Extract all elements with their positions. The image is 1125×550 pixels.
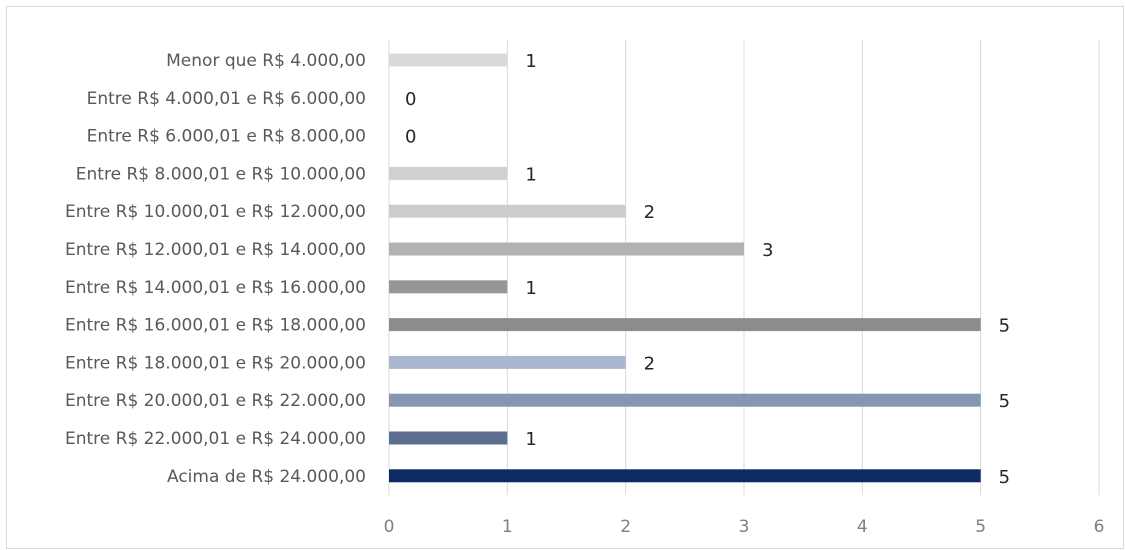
bar xyxy=(389,242,744,256)
data-label: 1 xyxy=(525,278,536,299)
x-tick-label: 0 xyxy=(384,517,395,537)
x-tick-label: 3 xyxy=(739,517,750,537)
bar xyxy=(389,393,981,407)
bars xyxy=(389,53,981,483)
category-label: Entre R$ 20.000,01 e R$ 22.000,00 xyxy=(65,391,366,411)
category-label: Entre R$ 10.000,01 e R$ 12.000,00 xyxy=(65,202,366,222)
x-axis-tick-labels: 0 1 2 3 4 5 6 xyxy=(384,517,1105,537)
category-label: Acima de R$ 24.000,00 xyxy=(167,467,366,487)
data-label: 0 xyxy=(405,89,416,110)
data-label: 5 xyxy=(999,391,1010,412)
category-label: Entre R$ 18.000,01 e R$ 20.000,00 xyxy=(65,353,366,373)
x-tick-label: 4 xyxy=(857,517,868,537)
bar xyxy=(389,166,508,180)
data-label: 3 xyxy=(762,240,773,261)
data-label: 5 xyxy=(999,467,1010,488)
data-label: 5 xyxy=(999,316,1010,337)
category-label: Menor que R$ 4.000,00 xyxy=(166,51,366,71)
category-label: Entre R$ 22.000,01 e R$ 24.000,00 xyxy=(65,429,366,449)
x-tick-label: 1 xyxy=(502,517,513,537)
data-label: 2 xyxy=(644,202,655,223)
category-label: Entre R$ 14.000,01 e R$ 16.000,00 xyxy=(65,278,366,298)
category-labels: Menor que R$ 4.000,00 Entre R$ 4.000,01 e… xyxy=(65,51,366,487)
bar xyxy=(389,355,626,369)
category-label: Entre R$ 8.000,01 e R$ 10.000,00 xyxy=(76,164,366,184)
category-label: Entre R$ 6.000,01 e R$ 8.000,00 xyxy=(87,127,366,147)
bar xyxy=(389,431,508,445)
data-labels: 1 0 0 1 2 3 1 5 2 5 1 5 xyxy=(405,51,1010,488)
bar xyxy=(389,53,508,67)
bar xyxy=(389,204,626,218)
data-label: 0 xyxy=(405,127,416,148)
category-label: Entre R$ 16.000,01 e R$ 18.000,00 xyxy=(65,316,366,336)
data-label: 1 xyxy=(525,164,536,185)
bar xyxy=(389,318,981,332)
data-label: 2 xyxy=(644,353,655,374)
chart-area xyxy=(6,6,1124,549)
x-tick-label: 6 xyxy=(1094,517,1105,537)
bar xyxy=(389,469,981,483)
bar xyxy=(389,280,508,294)
data-label: 1 xyxy=(525,51,536,72)
x-tick-label: 2 xyxy=(620,517,631,537)
gridlines xyxy=(388,40,1100,495)
x-tick-label: 5 xyxy=(975,517,986,537)
category-label: Entre R$ 4.000,01 e R$ 6.000,00 xyxy=(87,89,366,109)
data-label: 1 xyxy=(525,429,536,450)
category-label: Entre R$ 12.000,01 e R$ 14.000,00 xyxy=(65,240,366,260)
